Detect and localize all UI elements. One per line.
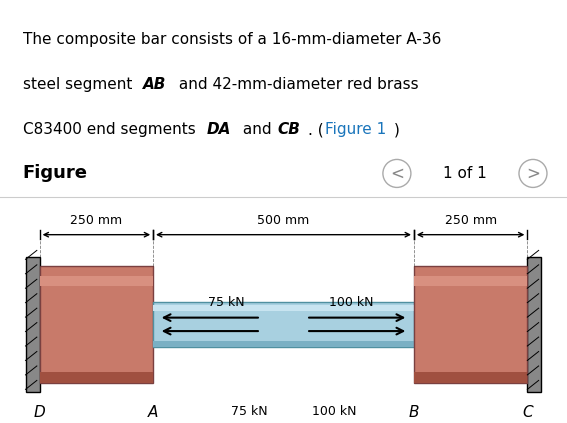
Bar: [40, 276, 153, 286]
Bar: [153, 341, 414, 347]
Text: steel segment: steel segment: [23, 77, 137, 92]
Text: 250 mm: 250 mm: [70, 214, 122, 227]
Text: C: C: [522, 405, 532, 420]
Bar: [40, 372, 153, 383]
Bar: [414, 372, 527, 383]
Text: ): ): [394, 122, 400, 137]
Bar: [414, 276, 527, 286]
Text: C83400 end segments: C83400 end segments: [23, 122, 200, 137]
Text: and 42-​mm-diameter red brass: and 42-​mm-diameter red brass: [174, 77, 418, 92]
Text: 250 mm: 250 mm: [445, 214, 497, 227]
Text: CB: CB: [278, 122, 301, 137]
Bar: [40, 266, 153, 383]
Bar: [527, 257, 541, 392]
Bar: [153, 305, 414, 311]
Text: . (: . (: [308, 122, 324, 137]
Text: A: A: [148, 405, 158, 420]
Text: 75 kN: 75 kN: [209, 296, 245, 309]
Text: 75 kN: 75 kN: [231, 405, 268, 418]
Text: <: <: [390, 165, 404, 182]
Text: Figure 1: Figure 1: [325, 122, 386, 137]
Text: 1 of 1: 1 of 1: [443, 166, 487, 181]
Text: 100 kN: 100 kN: [312, 405, 357, 418]
Bar: [26, 257, 40, 392]
Text: D: D: [34, 405, 45, 420]
Text: >: >: [526, 165, 540, 182]
Text: The composite bar consists of a 16-​mm-diameter A-36: The composite bar consists of a 16-​mm-d…: [23, 32, 441, 47]
Text: 100 kN: 100 kN: [329, 296, 374, 309]
Text: B: B: [409, 405, 419, 420]
Text: Figure: Figure: [23, 165, 88, 182]
Text: DA: DA: [207, 122, 231, 137]
Text: 500 mm: 500 mm: [257, 214, 310, 227]
Text: and: and: [238, 122, 276, 137]
Bar: [153, 302, 414, 347]
Bar: [414, 266, 527, 383]
Text: AB: AB: [143, 77, 167, 92]
